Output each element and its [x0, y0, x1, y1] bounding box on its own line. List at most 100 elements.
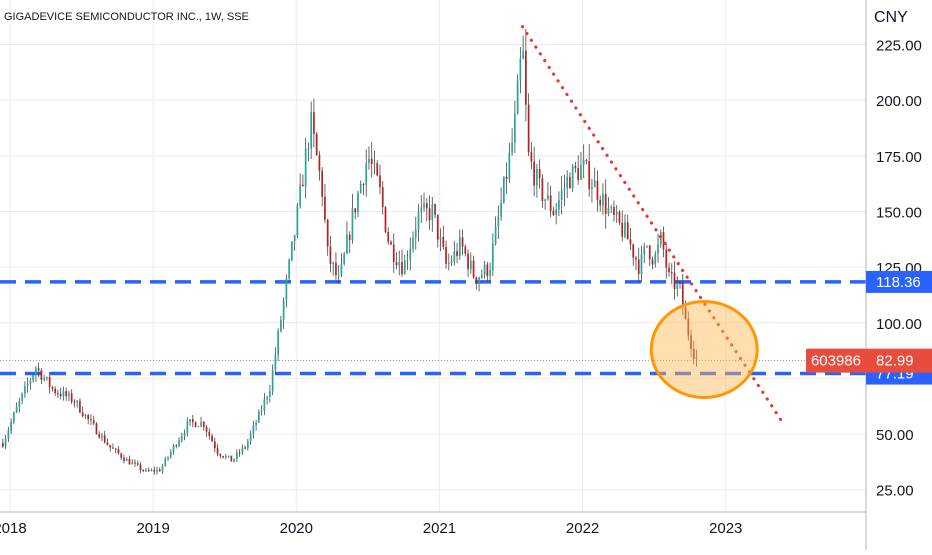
candle-body — [40, 370, 43, 380]
candle-body — [310, 112, 313, 149]
candle-body — [233, 458, 235, 462]
candle-body — [684, 307, 687, 320]
candle-body — [373, 163, 376, 165]
candle-body — [467, 253, 469, 270]
candle-body — [335, 262, 337, 275]
candle-body — [120, 453, 123, 458]
candle-body — [73, 401, 76, 403]
candle-body — [213, 441, 216, 449]
candle-body — [354, 208, 357, 213]
candle-body — [224, 456, 227, 458]
candle-body — [172, 445, 175, 452]
candle-body — [368, 158, 370, 164]
candle-body — [516, 80, 519, 115]
candle-body — [164, 458, 167, 466]
candle-body — [480, 274, 483, 278]
candle-body — [326, 219, 329, 247]
candle-body — [425, 203, 428, 209]
candle-body — [145, 469, 147, 471]
candle-body — [585, 160, 588, 162]
highlight-ellipse — [649, 299, 759, 399]
candle-body — [450, 261, 453, 263]
candle-body — [420, 207, 423, 212]
candle-body — [541, 178, 544, 201]
candle-body — [461, 237, 464, 247]
candle-body — [4, 438, 7, 447]
candle-body — [569, 176, 571, 189]
candle-body — [274, 354, 277, 371]
candle-body — [169, 451, 172, 457]
candle-body — [57, 393, 59, 395]
candle-body — [651, 259, 654, 265]
x-tick-label: 2018 — [0, 520, 27, 537]
candle-body — [87, 414, 90, 420]
candle-body — [178, 440, 180, 447]
candle-body — [329, 246, 332, 265]
candle-body — [200, 422, 202, 427]
candle-body — [112, 447, 114, 449]
candle-body — [370, 158, 373, 165]
candle-body — [269, 391, 271, 398]
price-label-box — [866, 270, 932, 293]
candle-body — [423, 203, 425, 208]
candle-body — [544, 199, 546, 201]
candle-body — [695, 356, 698, 359]
candle-body — [299, 184, 302, 206]
candle-body — [332, 262, 335, 265]
candle-body — [384, 207, 387, 232]
candle-body — [51, 387, 54, 389]
candle-body — [101, 435, 103, 438]
candle-body — [103, 435, 106, 443]
candle-body — [348, 234, 351, 240]
candle-body — [48, 377, 51, 388]
candle-body — [478, 277, 480, 284]
candle-body — [582, 160, 585, 165]
candle-body — [117, 449, 120, 454]
candle-body — [637, 259, 640, 274]
candle-body — [351, 208, 354, 240]
candle-body — [687, 319, 690, 336]
candle-body — [489, 270, 491, 277]
candle-body — [324, 196, 326, 220]
candle-body — [79, 400, 81, 413]
candle-body — [447, 262, 450, 264]
candle-body — [640, 254, 643, 274]
candle-body — [65, 391, 68, 397]
candle-body — [511, 142, 513, 153]
candle-body — [230, 455, 233, 462]
candle-body — [139, 464, 142, 470]
candle-body — [464, 246, 467, 254]
candle-body — [522, 50, 524, 59]
candle-body — [439, 236, 442, 240]
candle-body — [37, 368, 40, 371]
candle-body — [417, 211, 420, 230]
candle-body — [456, 251, 458, 256]
candle-body — [574, 165, 577, 169]
candle-body — [624, 222, 626, 237]
y-tick-label: 200.00 — [876, 93, 922, 110]
candle-body — [615, 211, 618, 215]
candle-body — [387, 231, 390, 242]
candle-body — [70, 393, 73, 402]
candle-body — [32, 375, 34, 381]
candle-body — [668, 267, 670, 273]
candle-body — [602, 193, 604, 206]
candle-body — [607, 208, 610, 214]
candle-body — [180, 436, 183, 441]
candle-body — [235, 452, 238, 459]
candle-body — [690, 335, 692, 349]
candle-body — [62, 391, 65, 397]
candle-body — [401, 262, 403, 275]
candle-body — [525, 50, 527, 105]
candle-body — [445, 246, 447, 264]
candle-body — [147, 469, 150, 471]
candle-body — [81, 412, 84, 417]
candle-body — [453, 251, 456, 262]
candle-body — [414, 229, 417, 238]
candle-body — [255, 422, 257, 426]
candle-body — [662, 232, 665, 250]
candle-body — [536, 169, 538, 186]
